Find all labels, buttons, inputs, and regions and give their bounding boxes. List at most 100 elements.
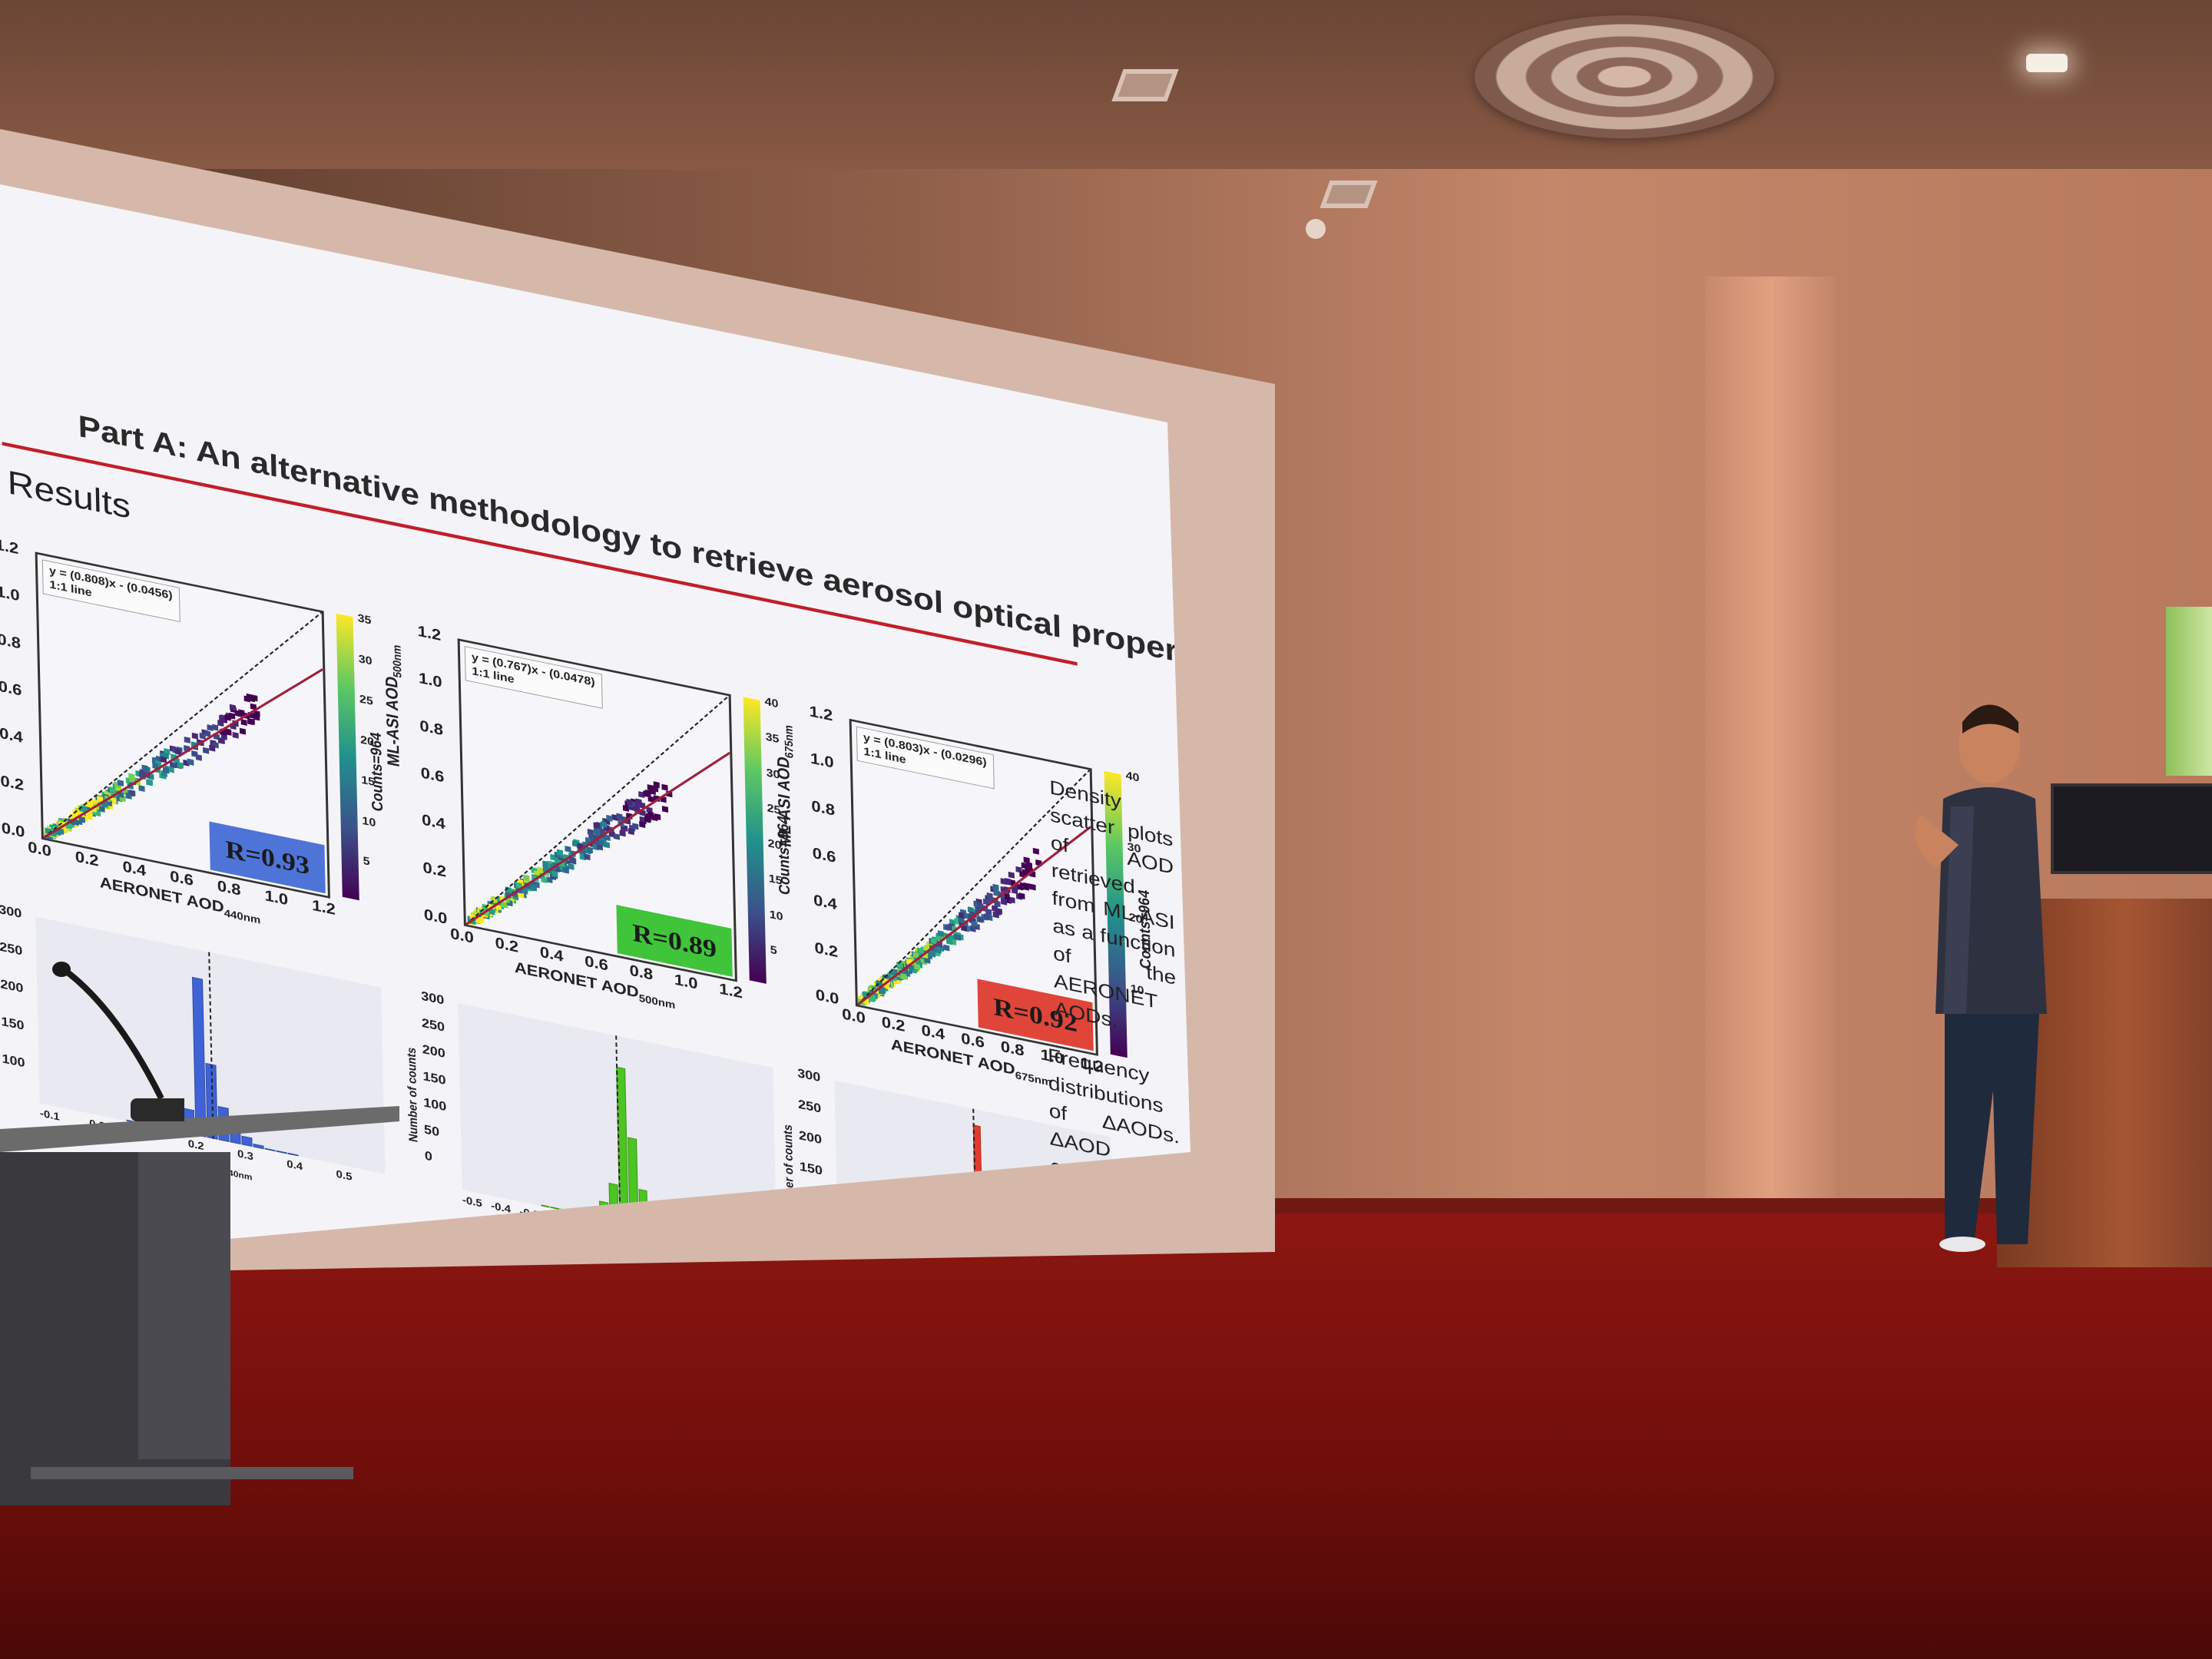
scatter-panel-440: y = (0.808)x - (0.0456) 1:1 line 1.2 1.0 0.8… (0, 522, 396, 963)
density-cell (1000, 898, 1008, 906)
density-cell (239, 727, 247, 735)
density-cell (177, 761, 184, 769)
density-cell (943, 944, 950, 952)
y-tick-label: 1.0 (418, 669, 442, 691)
x-tick-label: -0.5 (462, 1194, 482, 1210)
density-cell (160, 756, 167, 763)
density-cell (117, 780, 124, 786)
density-cell (253, 710, 260, 717)
y-tick-label: 0.6 (420, 763, 445, 786)
density-cell (916, 947, 924, 955)
ceiling-air-vent (1475, 15, 1774, 138)
density-cell (1008, 871, 1015, 879)
x-tick-label: 0.6 (169, 866, 194, 889)
y-tick-label: 200 (422, 1041, 445, 1061)
density-cell (234, 710, 241, 717)
density-cell (647, 811, 654, 819)
density-cell (955, 934, 962, 941)
density-cell (632, 823, 639, 830)
density-cell (613, 833, 620, 840)
density-cell (129, 790, 136, 796)
scatter-panel-500: y = (0.767)x - (0.0478) 1:1 line 1.2 1.0 0.8… (382, 608, 803, 1047)
density-cell (542, 860, 549, 868)
density-cell (959, 912, 965, 919)
density-cell (945, 923, 952, 931)
density-cell (616, 813, 623, 820)
y-tick-label: 250 (0, 939, 23, 959)
density-cell (596, 843, 603, 851)
density-cell (204, 730, 211, 737)
density-cell (914, 963, 921, 971)
regression-line (42, 668, 324, 839)
density-cell (500, 901, 508, 909)
density-cell (639, 802, 646, 810)
x-axis-label-text: AERONET AOD (99, 873, 224, 916)
density-cell (1005, 878, 1012, 885)
density-cell (969, 925, 976, 932)
wall-pillar (1705, 276, 1836, 1229)
y-tick-label: 0.8 (419, 716, 444, 739)
scatter-plot-area: y = (0.767)x - (0.0478) 1:1 line (457, 638, 737, 982)
density-scatter (465, 695, 731, 926)
density-cell (986, 892, 993, 899)
density-cell (585, 836, 592, 844)
x-tick-label: 0.0 (27, 837, 52, 860)
y-tick-label: 0.6 (0, 677, 22, 700)
density-cell (568, 863, 575, 870)
x-tick-label: 1.2 (311, 896, 336, 919)
y-axis-label: ML-ASI AOD500nm (381, 641, 406, 769)
density-cell (604, 834, 611, 842)
presenter (1915, 704, 2047, 1252)
density-cell (1023, 856, 1030, 864)
density-cell (1021, 862, 1028, 869)
slide: Part A: An alternative methodology to re… (0, 346, 1190, 1260)
density-cell (224, 714, 231, 721)
density-cell (515, 882, 522, 889)
x-tick-label: 1.0 (264, 886, 289, 909)
x-axis-label-subscript: 500nm (638, 992, 676, 1012)
y-tick-label: 0.4 (421, 810, 445, 833)
density-cell (203, 747, 210, 754)
y-axis-label-subscript: 675nm (782, 724, 796, 760)
regression-line (465, 751, 731, 926)
density-cell (199, 732, 206, 740)
density-cell (603, 841, 610, 849)
density-cell (248, 717, 255, 725)
density-cell (207, 724, 214, 731)
y-tick-label: 0.4 (813, 891, 837, 914)
y-tick-label: 1.2 (809, 702, 833, 725)
density-cell (993, 889, 1000, 897)
density-cell (565, 846, 571, 853)
density-scatter (42, 611, 324, 839)
density-cell (1029, 883, 1036, 891)
density-cell (1003, 893, 1010, 900)
density-cell (628, 828, 634, 836)
density-cell (191, 732, 198, 740)
y-tick-label: 1.0 (810, 749, 834, 772)
density-cell (78, 816, 85, 823)
density-cell (930, 937, 937, 945)
x-axis-label-text: AERONET AOD (514, 958, 639, 1002)
density-cell (138, 785, 145, 792)
y-tick-label: 1.2 (417, 621, 442, 644)
scatter-plot-area: y = (0.808)x - (0.0456) 1:1 line (35, 551, 330, 899)
density-cell (584, 853, 591, 861)
density-cell (232, 731, 239, 739)
density-cell (1018, 892, 1025, 900)
colorbar-tick-label: 5 (363, 855, 370, 869)
histogram-bar (541, 1204, 550, 1208)
x-tick-label: 0.6 (584, 952, 609, 975)
density-cell (250, 703, 257, 710)
density-cell (644, 815, 651, 823)
y-tick-label: 0.0 (1, 818, 25, 841)
density-cell (109, 786, 116, 793)
y-tick-label: 0.2 (0, 771, 25, 794)
density-cell (992, 883, 999, 891)
density-cell (187, 758, 194, 766)
density-cell (924, 956, 931, 964)
density-cell (571, 840, 579, 847)
density-cell (146, 779, 154, 786)
density-cell (600, 821, 608, 828)
colorbar-tick-label: 40 (1125, 770, 1140, 785)
y-tick-label: 0.2 (422, 858, 447, 880)
